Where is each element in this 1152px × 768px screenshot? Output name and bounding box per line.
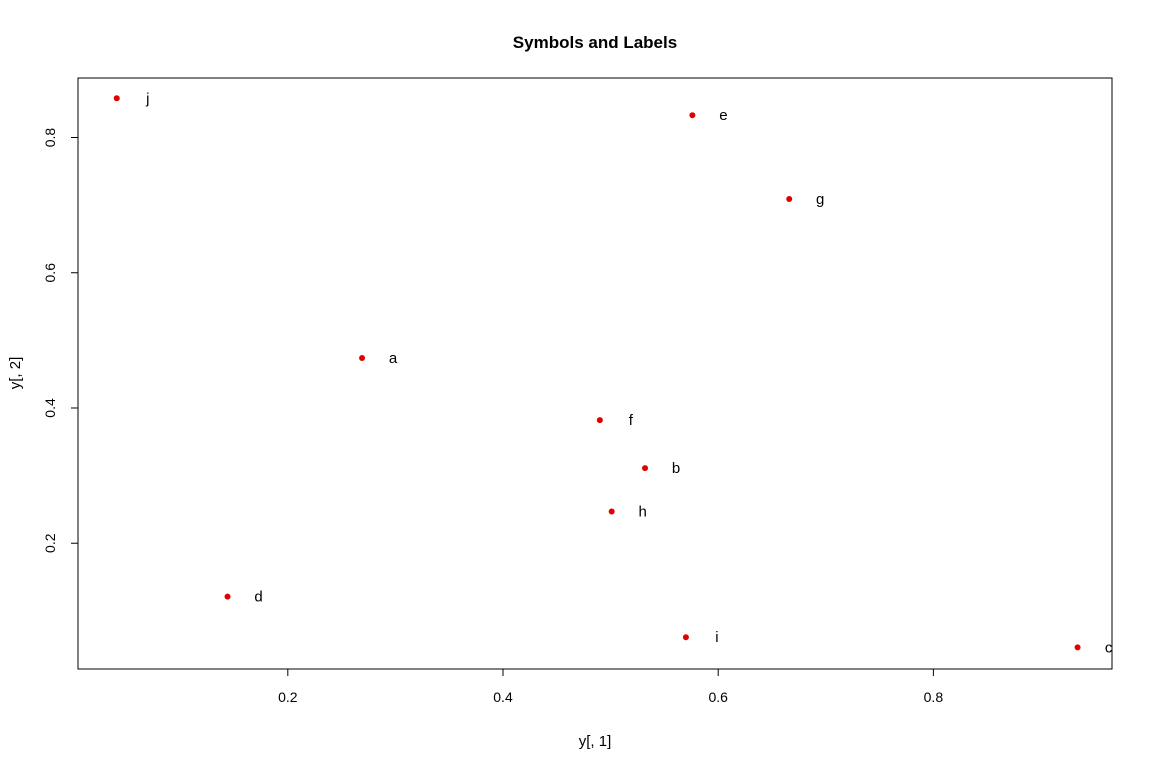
y-tick-label: 0.6	[42, 263, 58, 283]
point-label-d: d	[254, 589, 262, 606]
data-point-e	[689, 112, 696, 119]
x-tick-label: 0.8	[924, 689, 944, 705]
plot-frame	[77, 77, 1113, 670]
data-point-j	[113, 95, 120, 102]
data-point-b	[642, 465, 649, 472]
y-axis-label: y[, 2]	[7, 357, 24, 390]
x-tick-label: 0.6	[708, 689, 728, 705]
data-point-g	[786, 196, 793, 203]
point-label-f: f	[629, 412, 634, 429]
data-point-d	[224, 593, 231, 600]
point-label-a: a	[389, 350, 398, 367]
data-points: a b c d e f g h i j	[113, 90, 1113, 656]
chart-title: Symbols and Labels	[513, 33, 677, 52]
data-point-i	[682, 634, 689, 641]
point-label-h: h	[639, 503, 647, 520]
point-label-e: e	[719, 107, 727, 124]
data-point-h	[608, 508, 615, 515]
y-tick-label: 0.2	[42, 533, 58, 553]
x-axis-label: y[, 1]	[579, 733, 612, 750]
point-label-g: g	[816, 191, 824, 208]
point-label-i: i	[715, 629, 718, 646]
point-label-b: b	[672, 460, 680, 477]
data-point-f	[596, 417, 603, 424]
y-axis: 0.2 0.4 0.6 0.8	[42, 128, 78, 553]
y-tick-label: 0.4	[42, 398, 58, 418]
data-point-c	[1074, 644, 1081, 651]
point-label-c: c	[1105, 639, 1113, 656]
data-point-a	[359, 354, 366, 361]
x-tick-label: 0.2	[278, 689, 298, 705]
x-tick-label: 0.4	[493, 689, 513, 705]
y-tick-label: 0.8	[42, 128, 58, 148]
point-label-j: j	[145, 90, 149, 107]
x-axis: 0.2 0.4 0.6 0.8	[278, 669, 943, 705]
